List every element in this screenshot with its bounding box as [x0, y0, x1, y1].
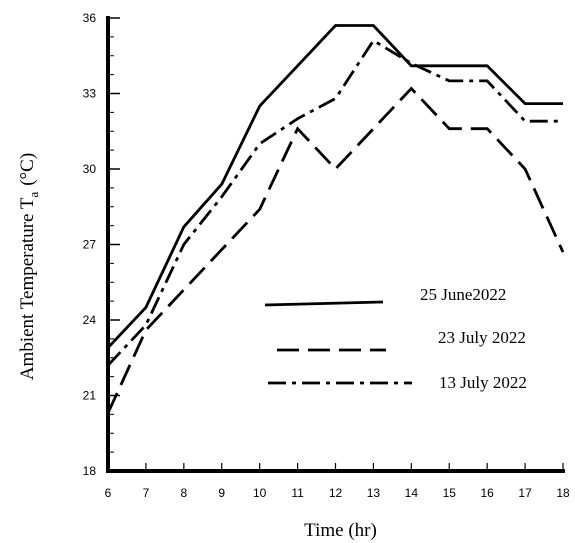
- x-tick-label: 18: [556, 486, 570, 500]
- y-axis-title-main: Ambient Temperature T: [17, 197, 38, 380]
- x-tick-label: 13: [367, 486, 381, 500]
- series-line-solid: [106, 24, 563, 349]
- series-line-dashed: [106, 86, 565, 414]
- x-tick-label: 12: [329, 486, 343, 500]
- y-tick-label: 24: [83, 313, 97, 327]
- x-tick-label: 11: [291, 486, 304, 500]
- y-tick-label: 30: [83, 162, 97, 176]
- x-tick-label: 9: [218, 486, 225, 500]
- axes: 18 21 24 27 30 33 36 6 7 8 9 10 11 12 13 14 15 16 17 18: [83, 11, 570, 500]
- y-tick-label: 18: [83, 464, 97, 478]
- y-axis-title-subscript: a: [26, 192, 41, 198]
- x-tick-label: 7: [143, 486, 150, 500]
- legend-label: 13 July 2022: [439, 373, 527, 392]
- y-tick-label: 21: [83, 389, 97, 403]
- legend-label: 25 June2022: [420, 285, 506, 304]
- x-tick-label: 6: [105, 486, 112, 500]
- legend-label: 23 July 2022: [438, 328, 526, 347]
- y-axis-title: Ambient Temperature Ta (°C): [17, 153, 41, 380]
- x-tick-label: 10: [253, 486, 267, 500]
- y-tick-label: 36: [83, 11, 97, 25]
- legend-swatch-solid: [264, 300, 384, 307]
- y-axis-title-unit: (°C): [17, 153, 38, 186]
- y-tick-label: 27: [83, 238, 97, 252]
- x-tick-label: 17: [518, 486, 532, 500]
- series-line-dashdot: [106, 38, 563, 367]
- series-lines: [106, 24, 565, 414]
- x-axis-title: Time (hr): [304, 520, 377, 541]
- legend: 25 June2022 23 July 2022 13 July 2022: [264, 285, 527, 392]
- x-tick-label: 14: [405, 486, 419, 500]
- x-tick-label: 15: [443, 486, 457, 500]
- x-tick-label: 16: [480, 486, 494, 500]
- x-tick-label: 8: [180, 486, 187, 500]
- y-tick-label: 33: [83, 87, 97, 101]
